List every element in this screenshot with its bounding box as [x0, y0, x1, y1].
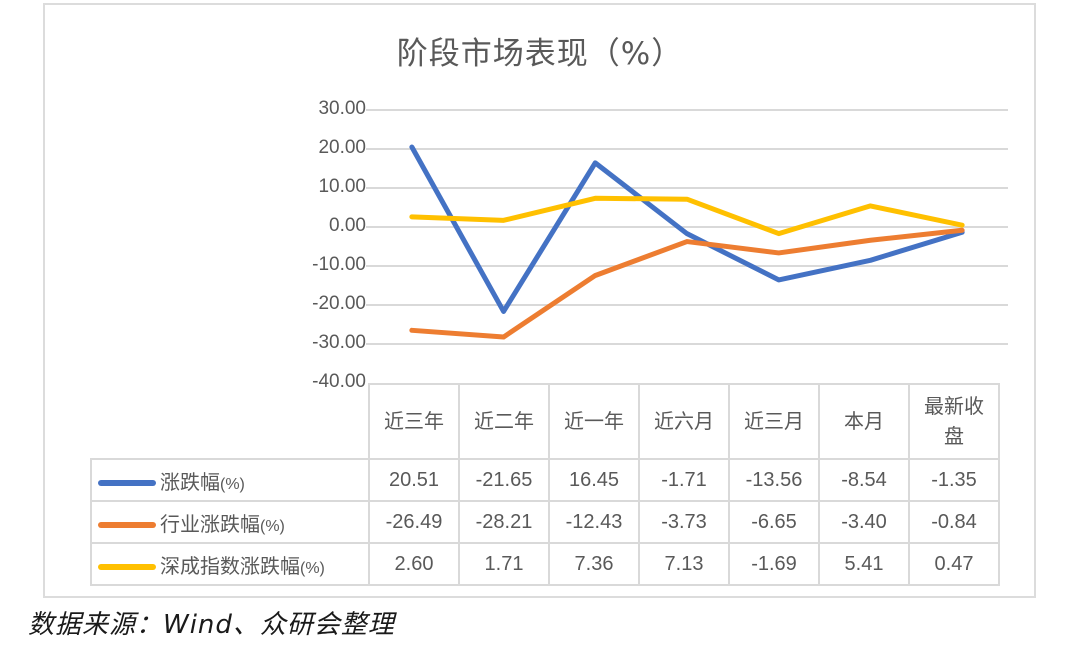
legend-swatch-icon: [98, 564, 156, 571]
table-cell: -28.21: [458, 500, 550, 544]
table-cell: -21.65: [458, 458, 550, 502]
table-cell: -13.56: [728, 458, 820, 502]
table-header-cell: 最新收盘: [908, 383, 1000, 460]
table-row: 行业涨跌幅(%) -26.49 -28.21 -12.43 -3.73 -6.6…: [90, 500, 1000, 544]
table-header-cell: 近二年: [458, 383, 550, 460]
table-cell: 16.45: [548, 458, 640, 502]
y-tick-label: 20.00: [318, 137, 366, 158]
series-label: 行业涨跌幅: [160, 513, 260, 536]
legend-swatch-icon: [98, 522, 156, 529]
y-tick-label: -30.00: [312, 332, 366, 353]
y-tick-label: 30.00: [318, 98, 366, 119]
table-header-cell: 近一年: [548, 383, 640, 460]
table-header-cell: 近三月: [728, 383, 820, 460]
legend-cell: 行业涨跌幅(%): [90, 500, 370, 544]
table-cell: 20.51: [368, 458, 460, 502]
table-cell: -1.69: [728, 542, 820, 586]
table-header-cell: 本月: [818, 383, 910, 460]
legend-swatch-icon: [98, 480, 156, 487]
data-table: 近三年 近二年 近一年 近六月 近三月 本月 最新收盘 涨跌幅(%) 20.51…: [90, 383, 1000, 586]
chart-title: 阶段市场表现（%）: [396, 36, 684, 72]
y-tick-label: 0.00: [329, 215, 366, 236]
legend-cell: 涨跌幅(%): [90, 458, 370, 502]
series-label: 涨跌幅: [160, 471, 220, 494]
y-tick-label: -40.00: [312, 371, 366, 392]
y-tick-label: -10.00: [312, 254, 366, 275]
series-label: 深成指数涨跌幅: [160, 555, 300, 578]
table-cell: -1.71: [638, 458, 730, 502]
source-note: 数据来源：Wind、众研会整理: [28, 610, 395, 640]
table-cell: 7.36: [548, 542, 640, 586]
table-row: 涨跌幅(%) 20.51 -21.65 16.45 -1.71 -13.56 -…: [90, 458, 1000, 502]
table-cell: -12.43: [548, 500, 640, 544]
y-tick-label: -20.00: [312, 293, 366, 314]
legend-cell: 深成指数涨跌幅(%): [90, 542, 370, 586]
table-header-cell: 近六月: [638, 383, 730, 460]
y-tick-label: 10.00: [318, 176, 366, 197]
table-cell: -1.35: [908, 458, 1000, 502]
table-cell: -8.54: [818, 458, 910, 502]
table-cell: 1.71: [458, 542, 550, 586]
table-cell: -0.84: [908, 500, 1000, 544]
table-cell: 5.41: [818, 542, 910, 586]
table-header-cell: 近三年: [368, 383, 460, 460]
gridlines: [366, 109, 1008, 345]
table-row: 深成指数涨跌幅(%) 2.60 1.71 7.36 7.13 -1.69 5.4…: [90, 542, 1000, 586]
table-cell: -6.65: [728, 500, 820, 544]
table-header-row: 近三年 近二年 近一年 近六月 近三月 本月 最新收盘: [91, 383, 1000, 460]
table-cell: -3.40: [818, 500, 910, 544]
table-cell: 2.60: [368, 542, 460, 586]
series-lines: [409, 144, 965, 340]
table-cell: 7.13: [638, 542, 730, 586]
table-cell: -26.49: [368, 500, 460, 544]
table-cell: 0.47: [908, 542, 1000, 586]
table-cell: -3.73: [638, 500, 730, 544]
